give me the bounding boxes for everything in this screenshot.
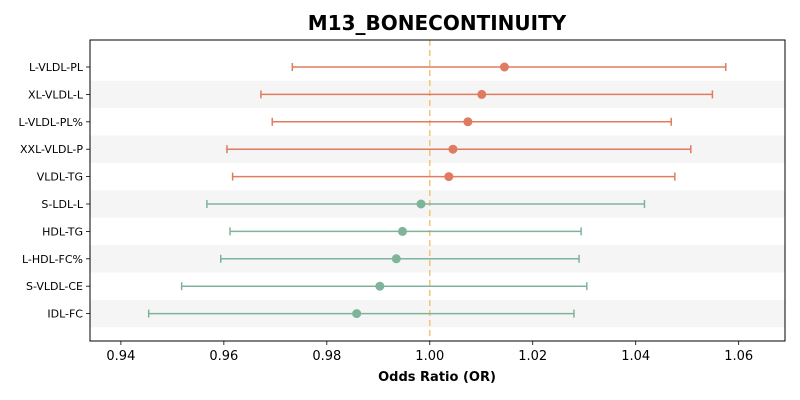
point-estimate xyxy=(391,254,401,264)
axes-frame xyxy=(89,39,786,342)
point-estimate xyxy=(397,226,407,236)
y-tick-label: XL-VLDL-L xyxy=(28,88,84,101)
y-tick-label: XXL-VLDL-P xyxy=(20,143,83,156)
point-estimate xyxy=(448,144,458,154)
y-tick-label: IDL-FC xyxy=(47,308,83,321)
point-estimate xyxy=(375,281,385,291)
x-tick-label: 0.98 xyxy=(312,349,341,364)
y-tick-label: S-LDL-L xyxy=(41,198,83,211)
x-tick-label: 1.02 xyxy=(518,349,547,364)
y-tick-label: S-VLDL-CE xyxy=(26,280,83,293)
x-tick-label: 0.96 xyxy=(209,349,238,364)
y-tick-label: VLDL-TG xyxy=(37,171,83,184)
point-estimate xyxy=(499,62,509,72)
x-tick-label: 1.06 xyxy=(724,349,753,364)
chart-title: M13_BONECONTINUITY xyxy=(308,11,567,35)
x-axis-label: Odds Ratio (OR) xyxy=(378,370,496,385)
y-tick-label: L-HDL-FC% xyxy=(22,253,83,266)
point-estimate xyxy=(352,309,362,319)
x-tick-label: 1.04 xyxy=(621,349,650,364)
x-tick-label: 1.00 xyxy=(415,349,444,364)
y-tick-label: HDL-TG xyxy=(42,225,83,238)
point-estimate xyxy=(444,172,454,182)
x-tick-label: 0.94 xyxy=(106,349,135,364)
plot-area: L-VLDL-PL XL-VLDL-L L-VLDL-PL% XXL-VLDL-P VL… xyxy=(18,39,786,364)
point-estimate xyxy=(477,89,487,99)
point-estimate xyxy=(463,117,473,127)
y-tick-label: L-VLDL-PL% xyxy=(18,116,83,129)
point-estimate xyxy=(416,199,426,209)
y-tick-label: L-VLDL-PL xyxy=(29,61,84,74)
